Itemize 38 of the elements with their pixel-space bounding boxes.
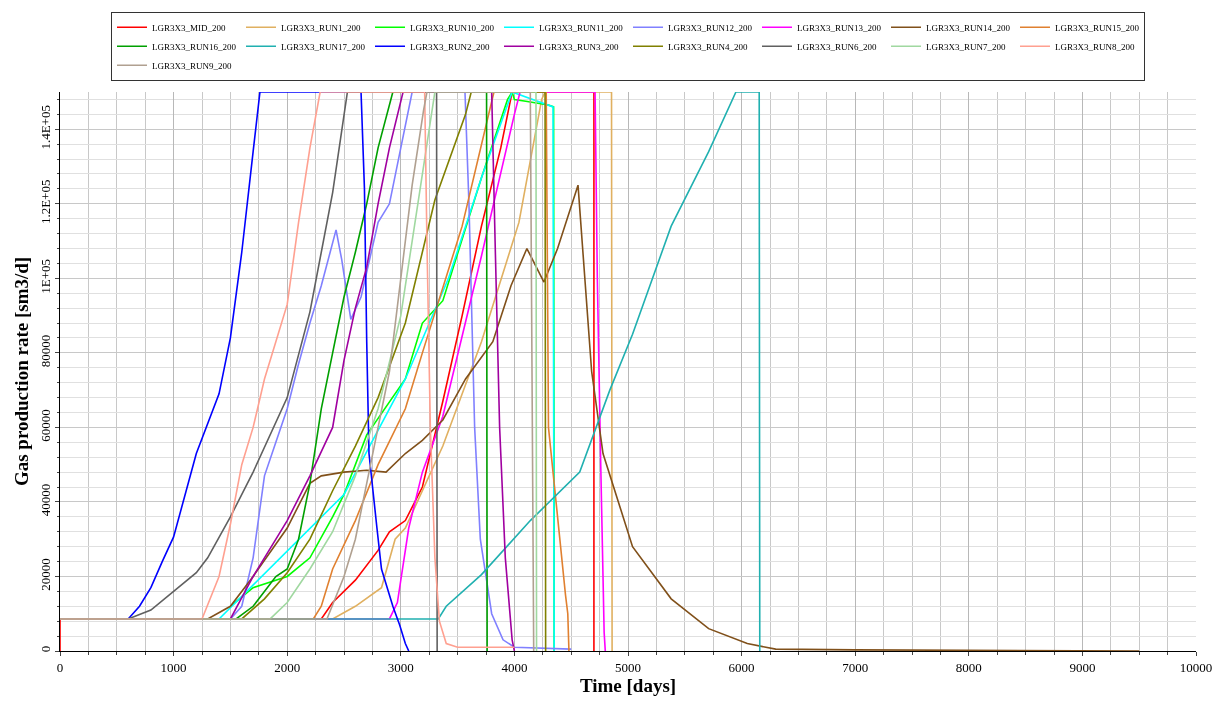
legend-label: LGR3X3_RUN15_200: [1055, 22, 1140, 33]
x-tick-label: 0: [56, 659, 64, 675]
legend-label: LGR3X3_RUN13_200: [797, 22, 882, 33]
legend-label: LGR3X3_RUN10_200: [410, 22, 495, 33]
y-tick-label: 60000: [37, 409, 53, 442]
x-tick-label: 8000: [955, 659, 982, 675]
x-tick-label: 5000: [615, 659, 641, 675]
x-tick-label: 4000: [501, 659, 528, 675]
legend-label: LGR3X3_RUN1_200: [281, 22, 361, 33]
legend-label: LGR3X3_RUN11_200: [539, 22, 624, 33]
x-tick-label: 7000: [842, 659, 869, 675]
y-tick-label: 0: [37, 645, 53, 653]
legend-label: LGR3X3_RUN12_200: [668, 22, 753, 33]
x-tick-label: 3000: [387, 659, 414, 675]
x-tick-label: 6000: [728, 659, 755, 675]
legend-label: LGR3X3_RUN4_200: [668, 41, 748, 52]
y-tick-label: 1.2E+05: [37, 179, 53, 225]
legend-label: LGR3X3_RUN3_200: [539, 41, 619, 52]
x-axis-title: Time [days]: [579, 674, 677, 696]
y-tick-label: 20000: [37, 558, 53, 591]
y-tick-label: 1.4E+05: [37, 105, 53, 150]
legend-label: LGR3X3_RUN14_200: [926, 22, 1011, 33]
x-tick-label: 1000: [160, 659, 187, 675]
y-tick-label: 1E+05: [37, 258, 53, 294]
legend-label: LGR3X3_RUN9_200: [152, 60, 232, 71]
x-tick-label: 2000: [274, 659, 301, 675]
y-axis-title: Gas production rate [sm3/d]: [10, 256, 32, 487]
legend-label: LGR3X3_RUN8_200: [1055, 41, 1135, 52]
legend-label: LGR3X3_RUN16_200: [152, 41, 237, 52]
y-tick-label: 40000: [37, 483, 53, 517]
legend-label: LGR3X3_RUN7_200: [926, 41, 1006, 52]
legend-label: LGR3X3_RUN6_200: [797, 41, 877, 52]
legend-label: LGR3X3_RUN17_200: [281, 41, 366, 52]
x-tick-label: 10000: [1179, 659, 1213, 675]
legend-label: LGR3X3_MID_200: [152, 22, 226, 33]
y-tick-label: 80000: [37, 334, 53, 368]
x-tick-label: 9000: [1069, 659, 1096, 675]
legend-label: LGR3X3_RUN2_200: [410, 41, 490, 52]
